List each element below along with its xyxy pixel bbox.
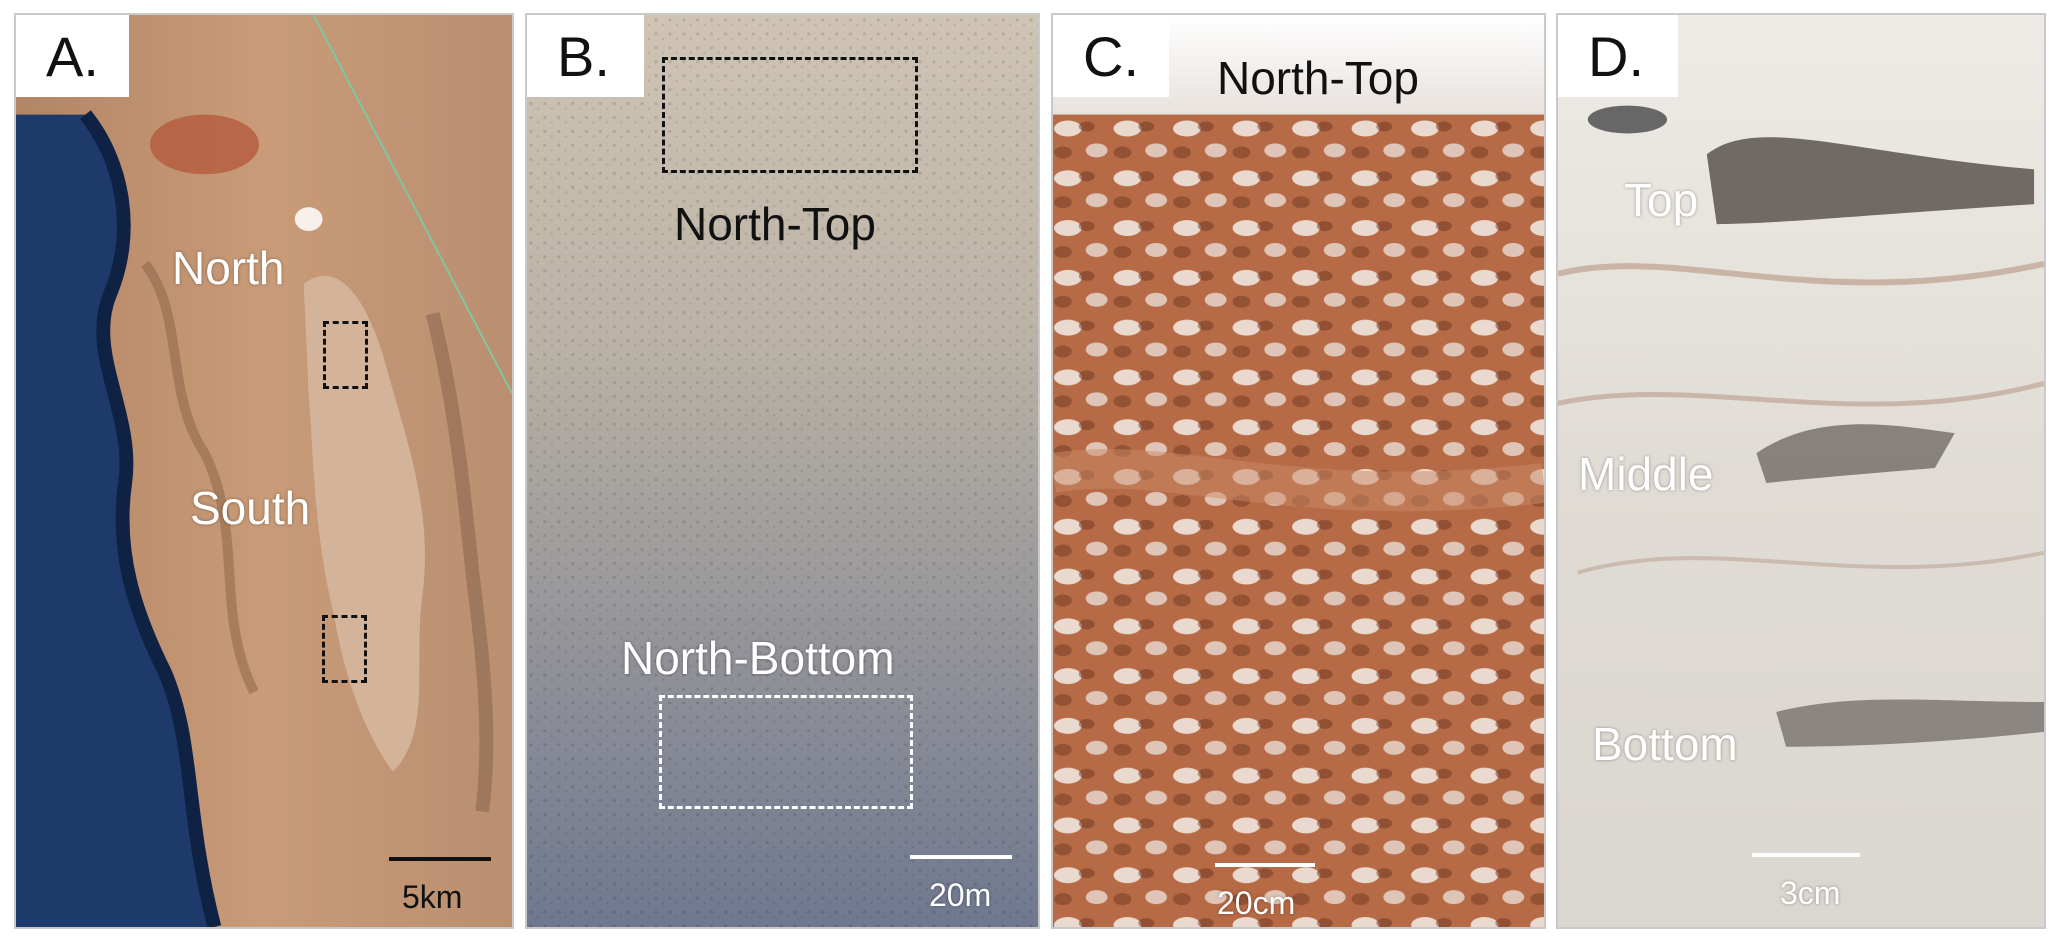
scale-label: 20cm — [1217, 885, 1296, 921]
aerial-image — [527, 15, 1038, 927]
panel-a-satellite-map: A. North South 5km — [14, 13, 514, 929]
panel-d-letter: D. — [1558, 15, 1678, 97]
panel-b-aerial-image: B. North-Top North-Bottom 20m — [525, 13, 1040, 929]
panel-a-letter: A. — [16, 15, 129, 97]
north-site-box — [323, 321, 368, 389]
south-site-box — [322, 615, 367, 683]
panel-c-crust-photo: C. North-Top 20cm — [1051, 13, 1546, 929]
satellite-image — [16, 15, 512, 927]
scale-bar — [1215, 863, 1315, 867]
top-label: Top — [1624, 174, 1699, 226]
north-top-box — [662, 57, 918, 173]
crust-photo — [1053, 15, 1544, 927]
middle-label: Middle — [1578, 448, 1714, 500]
scale-label: 5km — [402, 879, 463, 915]
bottom-label: Bottom — [1592, 718, 1738, 770]
panel-c-letter: C. — [1053, 15, 1169, 97]
north-bottom-label: North-Bottom — [621, 632, 895, 684]
core-photo — [1558, 15, 2044, 927]
scale-label: 20m — [929, 877, 992, 913]
scale-label: 3cm — [1780, 875, 1841, 911]
scale-bar — [1752, 853, 1860, 857]
scale-bar — [910, 855, 1012, 859]
north-label: North — [172, 242, 285, 294]
panel-c-title: North-Top — [1217, 52, 1419, 104]
north-top-label: North-Top — [674, 198, 876, 250]
south-label: South — [190, 482, 311, 534]
panel-d-core-photo: D. Top Middle Bottom 3cm — [1556, 13, 2046, 929]
north-bottom-box — [659, 695, 913, 809]
panel-b-letter: B. — [527, 15, 644, 97]
scale-bar — [389, 857, 491, 861]
